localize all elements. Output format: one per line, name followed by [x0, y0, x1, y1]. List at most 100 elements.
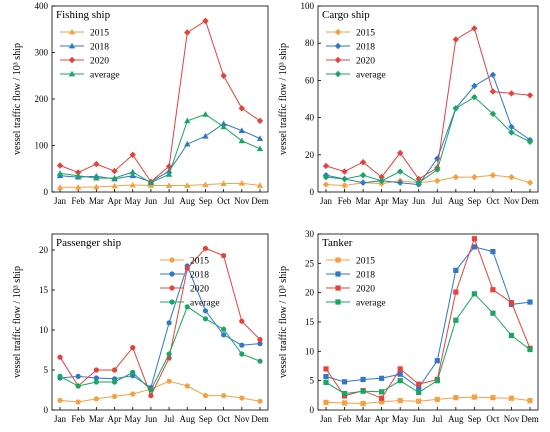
data-point: [341, 390, 348, 397]
series-2020: [322, 25, 534, 183]
legend-marker: [335, 257, 341, 263]
data-point: [416, 389, 422, 395]
data-point: [166, 378, 172, 384]
data-point: [256, 117, 264, 125]
legend-entry: 2018: [160, 271, 209, 281]
data-point: [379, 389, 385, 395]
legend: 2015 2018 2020 average: [326, 29, 386, 81]
data-point: [490, 395, 496, 401]
legend-entry: 2015: [326, 257, 375, 267]
data-point: [56, 162, 64, 169]
data-point: [256, 135, 264, 141]
data-point: [129, 168, 136, 175]
data-point: [57, 397, 63, 403]
x-tick-label: Nov: [504, 414, 520, 424]
data-point: [74, 172, 82, 179]
plot-frame: [51, 233, 269, 411]
data-point: [508, 300, 515, 306]
data-point: [508, 395, 515, 401]
data-point: [471, 93, 478, 101]
legend-label: 2018: [356, 271, 375, 281]
y-axis-label: vessel traffic flow / 10³ ship: [12, 266, 23, 378]
data-point: [129, 181, 136, 188]
legend: 2015 2018 2020 average: [326, 257, 386, 309]
data-point: [379, 399, 385, 405]
data-point: [221, 332, 227, 338]
series-2020: [56, 17, 264, 185]
data-point: [93, 396, 99, 402]
data-point: [256, 182, 264, 188]
data-point: [379, 375, 385, 381]
data-point: [202, 17, 209, 25]
y-tick-label: 100: [301, 1, 315, 11]
series-2015: [56, 179, 264, 190]
x-tick-label: Jul: [432, 414, 443, 424]
data-point: [165, 167, 173, 174]
legend-entry: 2020: [160, 285, 209, 295]
legend-label: 2020: [190, 285, 209, 295]
data-point: [396, 179, 404, 186]
data-point: [93, 160, 100, 168]
x-tick-label: Feb: [71, 414, 85, 424]
series-2018: [57, 263, 263, 391]
data-point: [322, 162, 330, 170]
x-tick-label: Apr: [108, 196, 122, 206]
legend-entry: average: [60, 71, 120, 81]
data-point: [57, 354, 63, 360]
data-point: [220, 120, 227, 127]
data-point: [527, 299, 533, 305]
y-axis-label: vessel traffic flow / 10³ ship: [278, 266, 289, 378]
chart-panel-3: Passenger ship 0 5 10 15 20 Jan Feb Mar Apr May Jun…: [12, 233, 269, 424]
y-tick-label: 80: [305, 38, 315, 48]
data-point: [397, 366, 403, 372]
data-point: [508, 173, 515, 181]
x-tick-label: Jan: [320, 414, 332, 424]
data-point: [93, 174, 100, 181]
data-point: [220, 72, 227, 79]
x-tick-label: Jan: [54, 196, 66, 206]
series-2018: [323, 244, 533, 391]
series-line: [325, 74, 531, 186]
x-tick-label: May: [392, 196, 409, 206]
y-tick-label: 60: [305, 75, 315, 85]
data-point: [453, 395, 459, 401]
data-point: [453, 317, 459, 323]
data-point: [489, 88, 497, 95]
y-tick-label: 40: [305, 113, 315, 123]
x-tick-label: May: [392, 414, 409, 424]
x-tick-label: Oct: [486, 414, 499, 424]
data-point: [434, 396, 440, 403]
legend-entry: average: [160, 299, 220, 309]
data-point: [378, 173, 385, 181]
series-line: [325, 246, 531, 389]
data-point: [360, 400, 366, 407]
x-tick-label: Feb: [338, 414, 352, 424]
chart-title: Cargo ship: [322, 9, 370, 21]
data-point: [434, 358, 440, 364]
x-tick-label: Dem: [251, 196, 269, 206]
data-point: [130, 391, 136, 397]
data-point: [359, 172, 367, 179]
series-line: [59, 20, 261, 183]
data-point: [220, 180, 227, 187]
data-point: [93, 379, 99, 385]
data-point: [471, 236, 477, 242]
data-point: [184, 140, 191, 147]
legend-entry: 2015: [326, 29, 375, 39]
plot-frame: [317, 5, 539, 193]
chart-panel-1: Fishing ship 0 100 200 300 400 Jan Feb Mar Apr May…: [12, 1, 269, 206]
data-point: [396, 168, 404, 175]
series-2015: [323, 394, 533, 407]
data-point: [238, 137, 246, 144]
data-point: [75, 373, 81, 379]
data-point: [526, 138, 534, 145]
chart-title: Passenger ship: [56, 237, 122, 249]
legend-entry: average: [326, 71, 386, 81]
y-axis-label: vessel traffic flow / 10³ ship: [278, 43, 289, 155]
legend-label: 2018: [356, 43, 375, 53]
legend-marker: [68, 56, 76, 64]
data-point: [257, 337, 263, 343]
legend-marker: [68, 28, 76, 35]
data-point: [434, 166, 441, 173]
legend-entry: 2015: [160, 257, 209, 267]
